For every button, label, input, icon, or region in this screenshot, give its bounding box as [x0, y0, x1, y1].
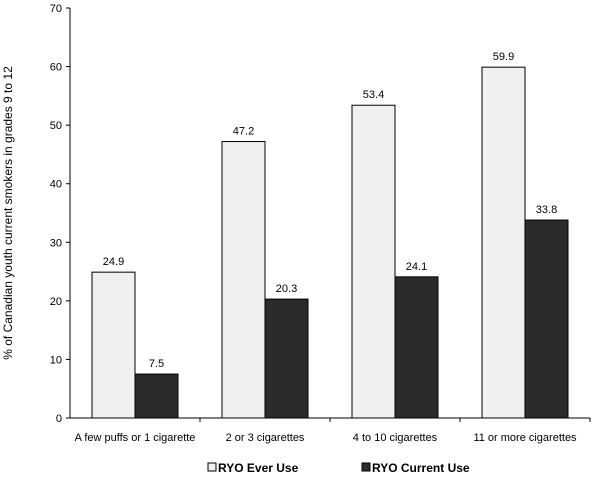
x-category-label: 11 or more cigarettes [473, 432, 577, 444]
x-category-label: 4 to 10 cigarettes [353, 432, 438, 444]
data-label: 53.4 [363, 89, 384, 101]
data-label: 24.1 [406, 261, 427, 273]
y-tick-label: 60 [50, 62, 62, 74]
bars [91, 66, 569, 419]
y-tick-label: 40 [50, 179, 62, 191]
x-axis-category-labels: A few puffs or 1 cigarette 2 or 3 cigaret… [75, 418, 591, 444]
y-tick-label: 10 [50, 354, 62, 366]
y-tick-label: 30 [50, 237, 62, 249]
data-label: 47.2 [233, 126, 254, 138]
legend-swatch [207, 462, 217, 472]
bar-ever-use [91, 271, 136, 419]
y-tick-label: 0 [56, 413, 62, 425]
bar-ever-use [351, 104, 396, 419]
y-tick-label: 50 [50, 120, 62, 132]
y-axis-label: % of Canadian youth current smokers in g… [1, 66, 15, 360]
y-axis-ticks: 0 10 20 30 40 50 60 70 [50, 3, 70, 425]
bar-current-use [264, 298, 309, 419]
bar-current-use [134, 373, 179, 419]
x-category-label: A few puffs or 1 cigarette [75, 432, 196, 444]
y-tick-label: 20 [50, 296, 62, 308]
bar-current-use [394, 276, 439, 419]
x-category-label: 2 or 3 cigarettes [226, 432, 305, 444]
data-label: 59.9 [493, 51, 514, 63]
data-label: 33.8 [536, 204, 557, 216]
legend-entry: RYO Ever Use [218, 461, 299, 475]
bar-ever-use [481, 66, 526, 419]
data-label: 20.3 [276, 283, 297, 295]
data-labels: 24.9 7.5 47.2 20.3 53.4 24.1 59.9 33.8 [103, 51, 557, 370]
legend-entry: RYO Current Use [372, 461, 470, 475]
legend: RYO Ever Use RYO Current Use [207, 461, 470, 475]
y-tick-label: 70 [50, 3, 62, 15]
data-label: 7.5 [149, 358, 164, 370]
bar-current-use [524, 219, 569, 419]
data-label: 24.9 [103, 256, 124, 268]
bar-ever-use [221, 141, 266, 419]
legend-swatch [361, 462, 371, 472]
